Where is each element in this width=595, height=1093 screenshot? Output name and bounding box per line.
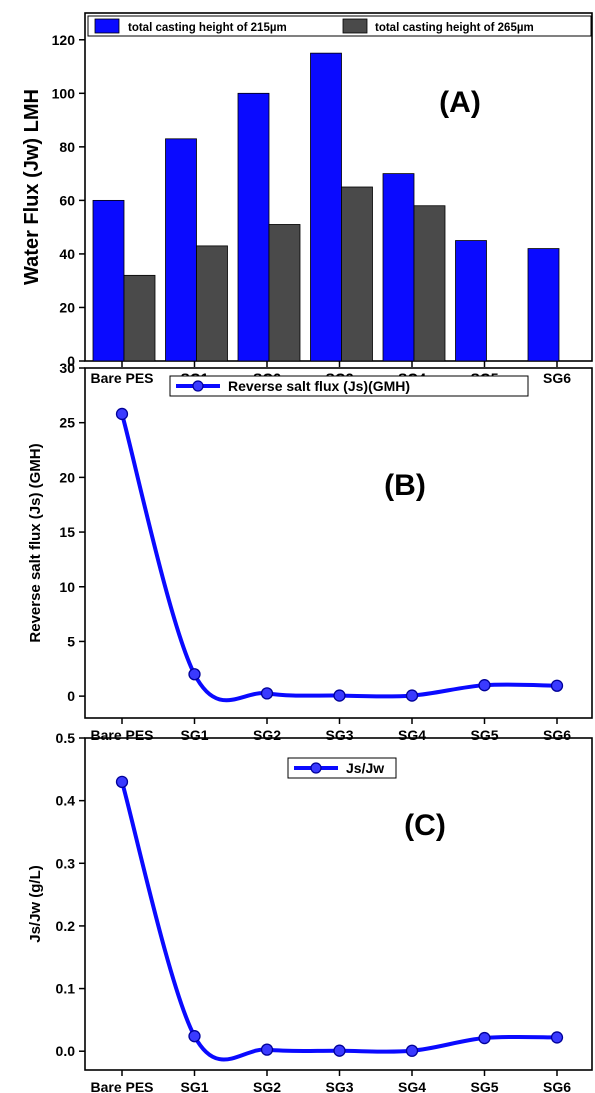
legend-swatch bbox=[342, 18, 368, 34]
x-tick-label: Bare PES bbox=[90, 1079, 153, 1093]
x-tick-label: SG2 bbox=[253, 727, 281, 743]
data-point bbox=[333, 1044, 346, 1057]
y-tick-label: 0.5 bbox=[56, 730, 76, 746]
data-point bbox=[188, 668, 201, 681]
x-tick-label: SG6 bbox=[543, 727, 571, 743]
bar-2 bbox=[123, 274, 156, 362]
chart-legend: Reverse salt flux (Js)(GMH) bbox=[169, 375, 529, 397]
chart-legend: Js/Jw bbox=[287, 757, 397, 779]
data-point bbox=[478, 679, 491, 692]
y-tick-label: 0.0 bbox=[56, 1043, 76, 1059]
y-tick-label: 5 bbox=[67, 633, 75, 649]
x-tick-label: SG4 bbox=[398, 1079, 426, 1093]
bar-2 bbox=[196, 245, 228, 362]
y-tick-label: 20 bbox=[59, 469, 75, 485]
x-tick-label: SG1 bbox=[180, 1079, 208, 1093]
legend-entry: Js/Jw bbox=[346, 760, 384, 776]
bar-2 bbox=[268, 224, 301, 362]
y-tick-label: 10 bbox=[59, 579, 75, 595]
x-tick-label: SG6 bbox=[543, 370, 571, 386]
y-tick-label: 0.4 bbox=[56, 793, 76, 809]
legend-box bbox=[87, 15, 592, 37]
data-point bbox=[405, 1044, 419, 1057]
series-line bbox=[120, 779, 559, 1062]
data-point bbox=[550, 679, 564, 692]
y-tick-label: 60 bbox=[59, 192, 75, 208]
bar-1 bbox=[382, 173, 415, 362]
y-axis-title: Water Flux (Jw) LMH bbox=[21, 89, 43, 285]
x-tick-label: SG3 bbox=[325, 1079, 353, 1093]
legend-marker bbox=[192, 380, 204, 392]
x-tick-label: SG5 bbox=[470, 727, 498, 743]
data-point bbox=[260, 687, 274, 700]
y-tick-label: 25 bbox=[59, 415, 75, 431]
plot-frame bbox=[84, 737, 593, 1071]
chart-legend: total casting height of 215µm total casti… bbox=[87, 15, 592, 37]
panel-label: (B) bbox=[384, 469, 426, 502]
legend-marker bbox=[310, 762, 322, 774]
x-tick-label: SG2 bbox=[253, 1079, 281, 1093]
legend-swatch bbox=[94, 18, 120, 34]
bar-1 bbox=[455, 240, 487, 362]
y-tick-label: 80 bbox=[59, 139, 75, 155]
x-tick-label: SG6 bbox=[543, 1079, 571, 1093]
y-tick-label: 0.2 bbox=[56, 918, 76, 934]
data-point bbox=[478, 1031, 491, 1045]
bar-1 bbox=[310, 52, 342, 362]
x-tick-label: SG5 bbox=[470, 1079, 498, 1093]
y-tick-label: 0 bbox=[67, 688, 75, 704]
data-point bbox=[188, 1030, 201, 1043]
data-point bbox=[260, 1043, 274, 1056]
y-axis-title: Reverse salt flux (Js) (GMH) bbox=[27, 443, 44, 642]
panel-label: (C) bbox=[404, 809, 446, 842]
data-point bbox=[333, 689, 346, 702]
y-tick-label: 30 bbox=[59, 360, 75, 376]
x-tick-label: SG1 bbox=[180, 727, 208, 743]
y-axis-title: Js/Jw (g/L) bbox=[27, 865, 44, 943]
bar-1 bbox=[527, 248, 560, 362]
x-tick-label: Bare PES bbox=[90, 727, 153, 743]
legend-entry: Reverse salt flux (Js)(GMH) bbox=[228, 378, 410, 394]
data-point bbox=[550, 1031, 564, 1044]
data-point bbox=[405, 689, 419, 702]
panel-label: (A) bbox=[439, 86, 481, 119]
x-tick-label: SG4 bbox=[398, 727, 426, 743]
legend-box bbox=[169, 375, 529, 397]
plot-frame bbox=[84, 367, 593, 719]
data-point bbox=[115, 775, 129, 788]
y-tick-label: 15 bbox=[59, 524, 75, 540]
y-tick-label: 0.3 bbox=[56, 855, 76, 871]
bar-1 bbox=[165, 138, 197, 362]
y-tick-label: 120 bbox=[52, 32, 76, 48]
x-tick-label: Bare PES bbox=[90, 370, 153, 386]
y-tick-label: 40 bbox=[59, 246, 75, 262]
y-tick-label: 0 bbox=[67, 353, 75, 369]
legend-entry: total casting height of 215µm bbox=[128, 22, 287, 34]
series-line bbox=[120, 411, 559, 703]
bar-2 bbox=[341, 186, 373, 362]
y-tick-label: 0.1 bbox=[56, 981, 76, 997]
bar-1 bbox=[237, 92, 270, 362]
bar-1 bbox=[92, 199, 125, 362]
chart-panel-2: 0 5 10 15 20 25 30 Bare PES SG1 SG2 SG3 SG4 SG5 SG6 Re… bbox=[27, 360, 593, 743]
bar-2 bbox=[413, 205, 446, 362]
data-point bbox=[115, 407, 129, 421]
y-tick-label: 20 bbox=[59, 299, 75, 315]
y-tick-label: 100 bbox=[52, 85, 76, 101]
x-tick-label: SG3 bbox=[325, 727, 353, 743]
chart-panel-3: 0.0 0.1 0.2 0.3 0.4 0.5 Bare PES SG1 SG2 SG3 SG4 SG… bbox=[27, 730, 593, 1093]
legend-entry: total casting height of 265µm bbox=[375, 22, 534, 34]
